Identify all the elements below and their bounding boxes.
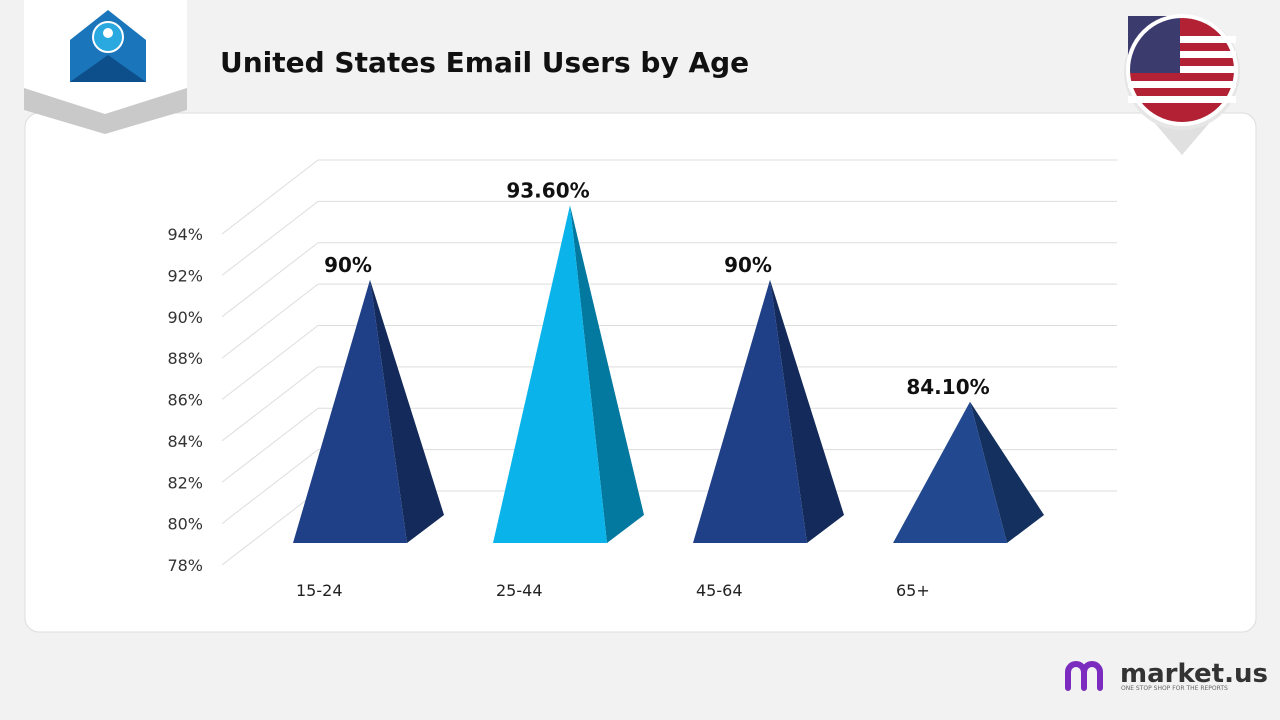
pyramid-side bbox=[770, 279, 844, 543]
value-label: 93.60% bbox=[506, 178, 589, 202]
x-tick-label: 65+ bbox=[896, 581, 930, 600]
pyramid-side bbox=[970, 401, 1044, 543]
grid-line-depth bbox=[221, 366, 319, 442]
email-badge bbox=[24, 0, 187, 134]
grid-line-depth bbox=[221, 407, 319, 483]
card bbox=[24, 112, 1257, 633]
grid-line-depth bbox=[221, 490, 319, 566]
y-tick-label: 90% bbox=[167, 308, 203, 327]
grid-line-depth bbox=[221, 283, 319, 359]
grid-line-depth bbox=[221, 449, 319, 525]
x-tick-label: 45-64 bbox=[696, 581, 743, 600]
logo-tagline: ONE STOP SHOP FOR THE REPORTS bbox=[1121, 685, 1228, 692]
grid-line-depth bbox=[221, 159, 319, 235]
y-tick-label: 86% bbox=[167, 391, 203, 410]
pyramid-side bbox=[370, 279, 444, 543]
flag-pin bbox=[1124, 14, 1240, 155]
logo: market.us ONE STOP SHOP FOR THE REPORTS bbox=[1065, 659, 1268, 692]
y-tick-label: 80% bbox=[167, 515, 203, 534]
grid-line-depth bbox=[221, 200, 319, 276]
x-tick-label: 15-24 bbox=[296, 581, 343, 600]
chart-title: United States Email Users by Age bbox=[220, 46, 749, 79]
pyramid-front bbox=[493, 205, 607, 543]
y-tick-label: 94% bbox=[167, 225, 203, 244]
value-label: 84.10% bbox=[906, 375, 989, 399]
pyramid-front bbox=[293, 279, 407, 543]
y-tick-label: 82% bbox=[167, 473, 203, 492]
value-label: 90% bbox=[724, 253, 772, 277]
value-label: 90% bbox=[324, 253, 372, 277]
grid-line-depth bbox=[221, 325, 319, 400]
y-tick-label: 84% bbox=[167, 432, 203, 451]
grid-line-depth bbox=[221, 242, 319, 318]
y-tick-label: 78% bbox=[167, 556, 203, 575]
y-tick-label: 88% bbox=[167, 349, 203, 368]
logo-name: market.us bbox=[1120, 659, 1268, 689]
y-tick-label: 92% bbox=[167, 266, 203, 285]
pyramid-side bbox=[570, 205, 644, 543]
pyramid-front bbox=[693, 279, 807, 543]
x-tick-label: 25-44 bbox=[496, 581, 543, 600]
pyramid-front bbox=[893, 401, 1007, 543]
